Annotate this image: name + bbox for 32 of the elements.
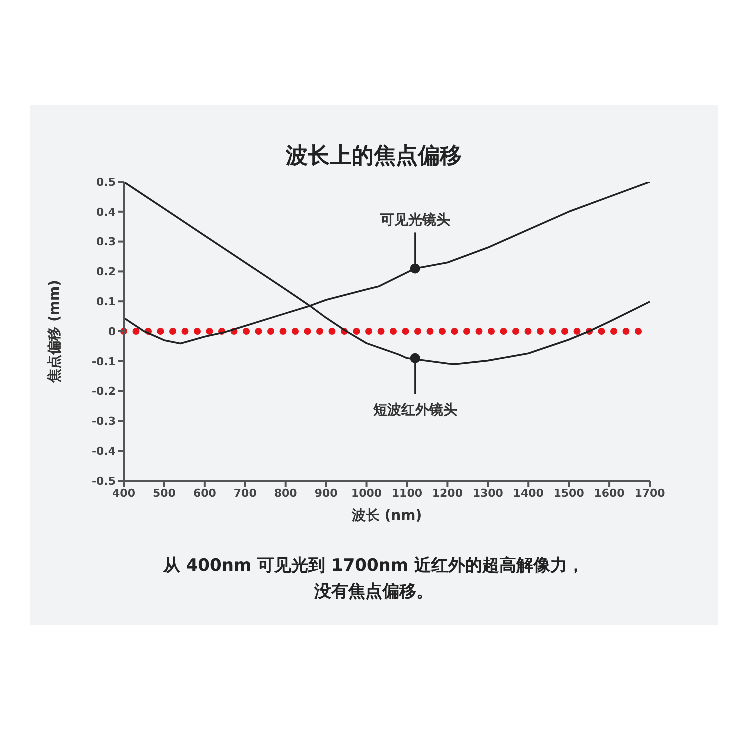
x-tick-label: 700	[234, 486, 258, 500]
x-tick-label: 600	[193, 486, 217, 500]
y-tick-label: 0	[108, 325, 116, 338]
y-tick-label: 0.1	[96, 296, 116, 309]
x-tick-label: 1400	[513, 486, 544, 500]
x-axis-title: 波长 (nm)	[350, 508, 422, 524]
annotation: 短波红外镜头	[372, 401, 458, 418]
text: 没有焦点偏移。	[314, 581, 434, 604]
x-tick-label: 1600	[594, 486, 626, 500]
y-tick-label: -0.5	[92, 474, 116, 488]
y-tick-label: -0.4	[92, 445, 116, 458]
annotation: 可见光镜头	[379, 212, 450, 229]
x-tick-label: 1100	[392, 486, 423, 500]
y-tick-label: 0.3	[96, 236, 116, 249]
x-tick-label: 1000	[351, 486, 382, 500]
y-tick-label: -0.1	[92, 355, 116, 368]
x-tick-label: 500	[152, 486, 176, 500]
chart-title: 波长上的焦点偏移	[284, 143, 463, 171]
y-axis-title: 焦点偏移 (mm)	[46, 280, 63, 384]
y-tick-label: 0.5	[96, 176, 116, 189]
x-tick-label: 900	[314, 486, 338, 500]
x-tick-label: 1200	[432, 486, 464, 500]
x-tick-label: 1700	[634, 486, 666, 500]
y-tick-label: 0.2	[96, 266, 116, 279]
x-tick-label: 400	[112, 486, 136, 500]
y-tick-label: 0.4	[96, 206, 116, 219]
y-tick-label: -0.2	[92, 385, 116, 398]
x-tick-label: 800	[274, 486, 298, 500]
text: 从 400nm 可见光到 1700nm 近红外的超高解像力，	[162, 555, 586, 578]
x-tick-label: 1500	[554, 486, 585, 500]
x-tick-label: 1300	[472, 486, 504, 500]
y-tick-label: -0.3	[92, 415, 116, 428]
